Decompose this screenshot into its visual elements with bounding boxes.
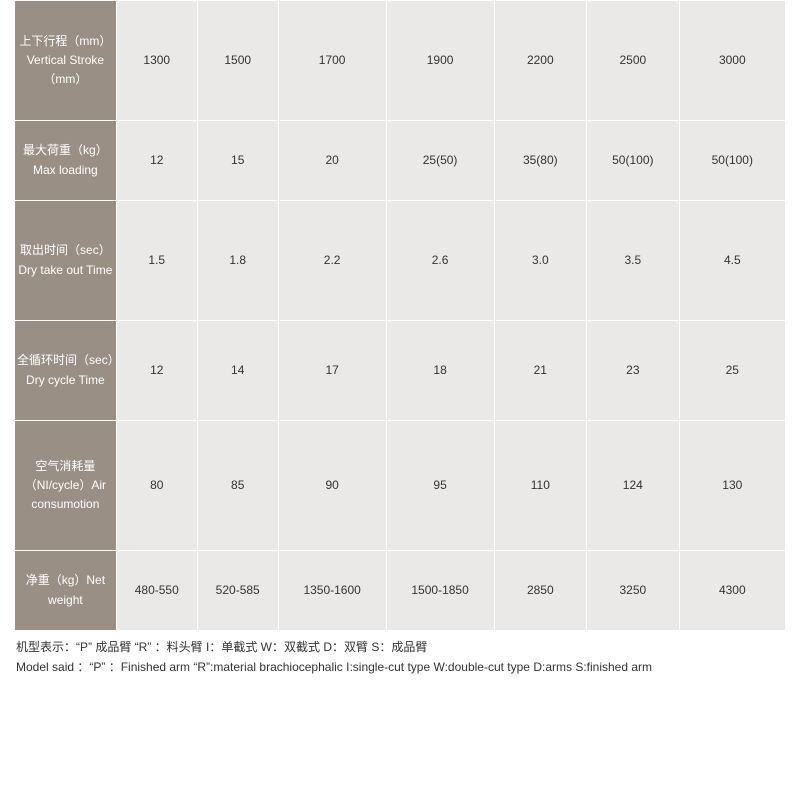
table-cell: 3.5 <box>587 201 680 321</box>
table-cell: 50(100) <box>679 121 785 201</box>
table-cell: 80 <box>116 421 197 551</box>
row-header: 取出时间（sec）Dry take out Time <box>15 201 117 321</box>
table-cell: 50(100) <box>587 121 680 201</box>
table-row: 净重（kg）Net weight 480-550 520-585 1350-16… <box>15 551 786 631</box>
table-cell: 4300 <box>679 551 785 631</box>
row-header: 最大荷重（kg）Max loading <box>15 121 117 201</box>
table-row: 上下行程（mm）Vertical Stroke（mm） 1300 1500 17… <box>15 1 786 121</box>
table-cell: 90 <box>278 421 386 551</box>
footnote: 机型表示：“P” 成品臂 “R” ：料头臂 I：单截式 W：双截式 D：双臂 S… <box>14 631 786 678</box>
table-cell: 1500 <box>197 1 278 121</box>
table-cell: 2200 <box>494 1 587 121</box>
spec-table-body: 上下行程（mm）Vertical Stroke（mm） 1300 1500 17… <box>15 1 786 631</box>
spec-sheet: 上下行程（mm）Vertical Stroke（mm） 1300 1500 17… <box>0 0 800 688</box>
table-cell: 2.2 <box>278 201 386 321</box>
table-cell: 85 <box>197 421 278 551</box>
table-cell: 4.5 <box>679 201 785 321</box>
table-cell: 12 <box>116 121 197 201</box>
table-cell: 23 <box>587 321 680 421</box>
table-cell: 124 <box>587 421 680 551</box>
row-header: 净重（kg）Net weight <box>15 551 117 631</box>
table-cell: 2.6 <box>386 201 494 321</box>
row-header: 全循环时间（sec）Dry cycle Time <box>15 321 117 421</box>
table-cell: 14 <box>197 321 278 421</box>
table-row: 最大荷重（kg）Max loading 12 15 20 25(50) 35(8… <box>15 121 786 201</box>
table-cell: 17 <box>278 321 386 421</box>
table-cell: 12 <box>116 321 197 421</box>
footnote-line-2: Model said ：“P” ：Finished arm “R”:materi… <box>16 657 784 677</box>
table-row: 空气消耗量（NI/cycle）Air consumotion 80 85 90 … <box>15 421 786 551</box>
table-cell: 25(50) <box>386 121 494 201</box>
table-cell: 21 <box>494 321 587 421</box>
table-cell: 1.5 <box>116 201 197 321</box>
table-cell: 480-550 <box>116 551 197 631</box>
table-cell: 20 <box>278 121 386 201</box>
table-cell: 110 <box>494 421 587 551</box>
table-cell: 3.0 <box>494 201 587 321</box>
row-header: 空气消耗量（NI/cycle）Air consumotion <box>15 421 117 551</box>
table-cell: 95 <box>386 421 494 551</box>
table-cell: 2850 <box>494 551 587 631</box>
table-cell: 1900 <box>386 1 494 121</box>
table-row: 全循环时间（sec）Dry cycle Time 12 14 17 18 21 … <box>15 321 786 421</box>
table-cell: 1300 <box>116 1 197 121</box>
table-cell: 35(80) <box>494 121 587 201</box>
table-cell: 18 <box>386 321 494 421</box>
table-cell: 1700 <box>278 1 386 121</box>
table-cell: 25 <box>679 321 785 421</box>
table-cell: 15 <box>197 121 278 201</box>
table-cell: 1500-1850 <box>386 551 494 631</box>
table-cell: 3250 <box>587 551 680 631</box>
table-cell: 3000 <box>679 1 785 121</box>
table-row: 取出时间（sec）Dry take out Time 1.5 1.8 2.2 2… <box>15 201 786 321</box>
table-cell: 1.8 <box>197 201 278 321</box>
footnote-line-1: 机型表示：“P” 成品臂 “R” ：料头臂 I：单截式 W：双截式 D：双臂 S… <box>16 637 784 657</box>
table-cell: 520-585 <box>197 551 278 631</box>
row-header: 上下行程（mm）Vertical Stroke（mm） <box>15 1 117 121</box>
table-cell: 2500 <box>587 1 680 121</box>
spec-table: 上下行程（mm）Vertical Stroke（mm） 1300 1500 17… <box>14 0 786 631</box>
table-cell: 1350-1600 <box>278 551 386 631</box>
table-cell: 130 <box>679 421 785 551</box>
